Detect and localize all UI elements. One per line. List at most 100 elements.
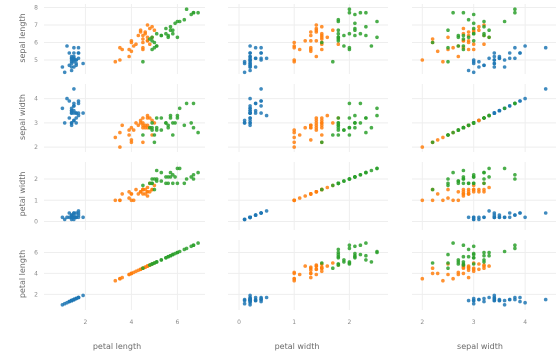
point-series-3: [347, 47, 352, 52]
point-series-2: [134, 121, 138, 125]
point-series-2: [435, 271, 440, 276]
point-series-1: [259, 211, 263, 215]
point-series-2: [113, 135, 118, 140]
point-series-2: [292, 145, 297, 149]
point-series-1: [264, 56, 269, 61]
point-series-3: [353, 21, 357, 26]
point-series-1: [482, 215, 486, 220]
point-series-1: [523, 44, 527, 48]
point-series-2: [148, 42, 152, 46]
point-series-1: [502, 298, 507, 303]
point-series-3: [173, 175, 177, 179]
point-series-1: [74, 121, 78, 125]
point-series-1: [471, 296, 476, 301]
point-series-3: [358, 243, 363, 247]
point-series-1: [264, 295, 269, 300]
point-series-3: [353, 254, 357, 259]
point-series-1: [67, 116, 72, 120]
point-series-3: [154, 125, 159, 130]
y-tick-label: 6: [34, 250, 38, 257]
point-series-1: [471, 70, 476, 75]
point-series-1: [60, 65, 65, 69]
point-series-1: [248, 96, 252, 101]
point-series-2: [303, 264, 308, 268]
point-series-1: [69, 298, 74, 303]
point-series-3: [336, 39, 341, 43]
point-series-1: [502, 215, 507, 220]
point-series-3: [513, 173, 517, 177]
point-series-1: [259, 45, 263, 50]
point-series-1: [72, 108, 76, 113]
point-series-1: [253, 65, 258, 69]
point-series-2: [430, 198, 435, 203]
point-series-1: [69, 61, 74, 66]
point-series-1: [482, 296, 486, 301]
point-series-3: [171, 181, 175, 186]
point-series-3: [487, 28, 491, 32]
point-series-1: [242, 121, 247, 125]
point-series-3: [471, 31, 476, 36]
point-series-3: [502, 106, 507, 111]
point-series-1: [248, 63, 252, 68]
point-series-2: [292, 45, 297, 50]
point-series-3: [168, 24, 173, 29]
panels: 5 6 7 8 2 3 4 0 1 2 2 4 6 2 4 6 0 1 2 2 3 4: [34, 4, 556, 326]
point-series-2: [127, 190, 131, 194]
point-series-3: [456, 128, 461, 132]
point-series-3: [471, 244, 476, 249]
point-series-2: [320, 266, 324, 271]
point-series-2: [150, 118, 154, 123]
point-series-2: [471, 42, 476, 46]
panel-r1-c1: 5 6 7 8: [34, 4, 205, 75]
point-series-2: [477, 267, 481, 272]
point-series-2: [466, 266, 471, 271]
point-series-2: [451, 45, 455, 50]
point-series-3: [171, 173, 175, 177]
x-tick-label: 4: [129, 319, 133, 326]
point-series-3: [166, 254, 170, 259]
point-series-2: [446, 196, 450, 200]
point-series-3: [451, 10, 455, 15]
x-tick-label: 2: [347, 319, 351, 326]
point-series-2: [113, 278, 118, 283]
point-series-3: [513, 10, 517, 15]
point-series-2: [461, 190, 466, 194]
y-tick-label: 5: [34, 57, 38, 64]
point-series-1: [466, 298, 471, 303]
point-series-3: [353, 28, 357, 32]
point-series-1: [492, 298, 497, 303]
point-series-3: [342, 44, 346, 48]
point-series-2: [477, 190, 481, 194]
point-series-2: [446, 35, 450, 40]
point-series-2: [120, 192, 124, 196]
point-series-3: [451, 170, 455, 175]
point-series-2: [297, 47, 302, 52]
point-series-3: [369, 168, 374, 173]
point-series-3: [353, 12, 357, 17]
point-series-1: [259, 51, 263, 55]
point-series-3: [364, 24, 368, 29]
point-series-3: [336, 247, 341, 252]
point-series-2: [309, 268, 313, 273]
point-series-1: [72, 51, 76, 55]
point-series-2: [113, 198, 118, 203]
point-series-3: [502, 249, 507, 254]
point-series-3: [353, 125, 357, 130]
point-series-3: [471, 121, 476, 125]
point-series-3: [342, 33, 346, 38]
point-series-2: [314, 30, 319, 34]
point-series-2: [309, 192, 313, 196]
point-series-2: [292, 58, 297, 62]
point-series-1: [513, 297, 517, 302]
column-label-1: petal length: [93, 342, 141, 351]
point-series-2: [325, 185, 330, 190]
point-series-3: [182, 123, 187, 128]
point-series-2: [456, 54, 461, 59]
point-series-2: [118, 45, 122, 50]
point-series-3: [461, 33, 466, 38]
point-series-3: [184, 246, 189, 251]
row-label-3: petal width: [18, 172, 27, 217]
point-series-2: [309, 33, 313, 38]
point-series-1: [507, 104, 512, 108]
point-series-2: [141, 40, 145, 45]
